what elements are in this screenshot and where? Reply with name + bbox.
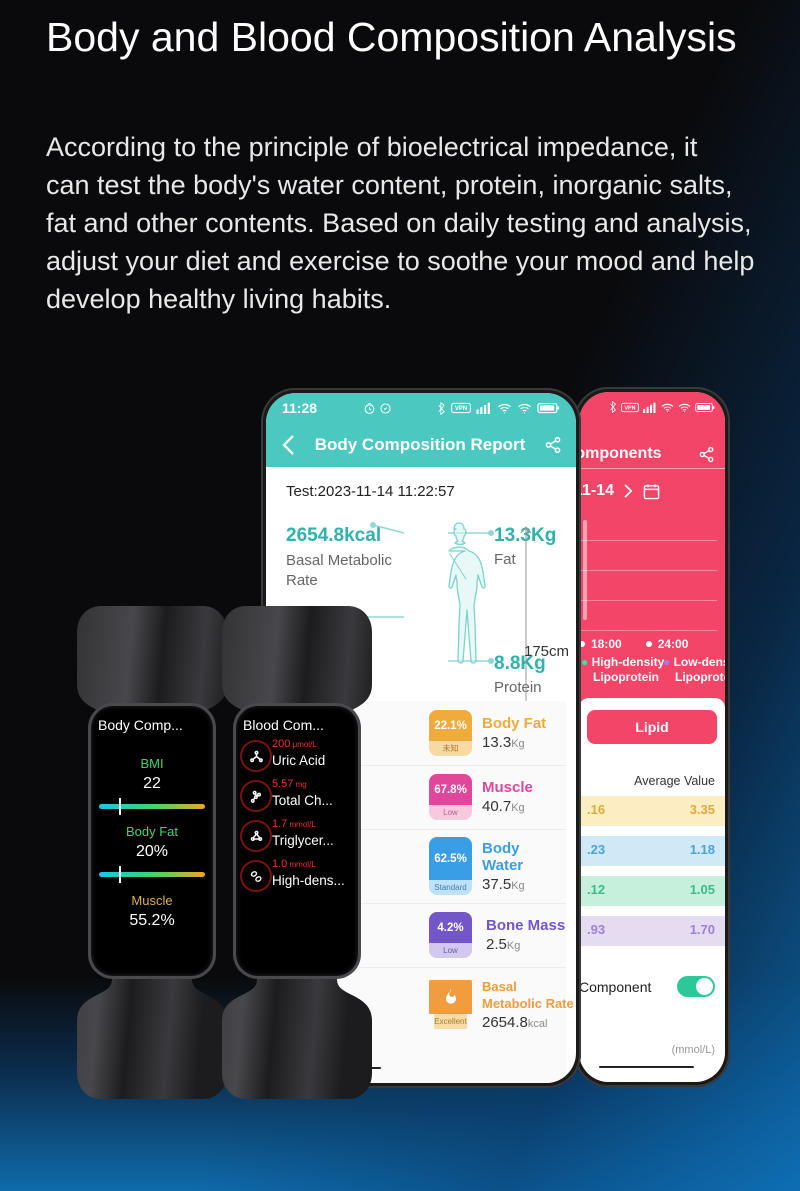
svg-text:VPN: VPN: [455, 406, 467, 412]
svg-text:VPN: VPN: [624, 405, 635, 411]
